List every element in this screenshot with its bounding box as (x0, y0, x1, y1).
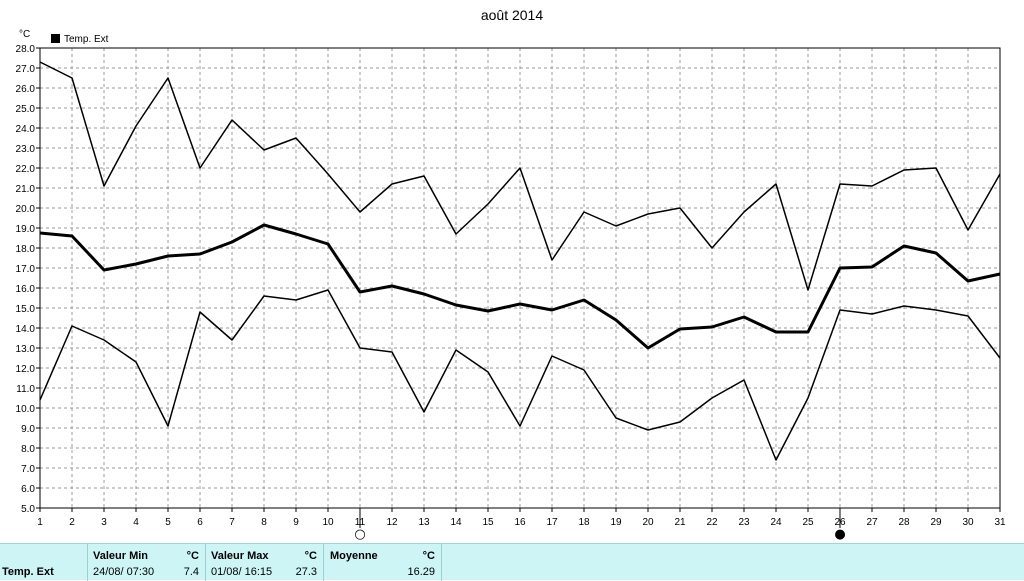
x-tick-label: 3 (101, 517, 107, 528)
y-tick-label: 11.0 (16, 384, 35, 395)
y-tick-label: 24.0 (16, 124, 36, 135)
avg-header: Moyenne (330, 550, 378, 562)
y-tick-label: 9.0 (21, 424, 35, 435)
x-tick-label: 5 (165, 517, 171, 528)
series-line-max (39, 61, 1001, 291)
max-unit: °C (304, 550, 317, 562)
x-tick-label: 7 (229, 517, 235, 528)
x-tick-label: 25 (802, 517, 814, 528)
x-tick-label: 21 (674, 517, 686, 528)
min-header: Valeur Min (93, 550, 149, 562)
x-tick-label: 8 (261, 517, 267, 528)
y-axis-unit: °C (19, 29, 30, 40)
y-tick-label: 6.0 (21, 484, 35, 495)
x-tick-label: 9 (293, 517, 299, 528)
stats-max-cell: Valeur Max °C 01/08/ 16:15 27.3 (206, 544, 324, 581)
moon-phase-icon: ● (834, 527, 845, 542)
stats-min-cell: Valeur Min °C 24/08/ 07:30 7.4 (88, 544, 206, 581)
max-datetime: 01/08/ 16:15 (211, 566, 273, 578)
series-lines (39, 61, 1001, 461)
x-tick-label: 18 (578, 517, 590, 528)
x-tick-label: 16 (514, 517, 526, 528)
temperature-chart: août 2014 °C Temp. Ext 5.0 6.0 7.0 8.0 9.0 10… (16, 7, 1006, 542)
x-tick-label: 10 (322, 517, 334, 528)
y-tick-label: 16.0 (16, 284, 36, 295)
avg-value: 16.29 (407, 566, 435, 578)
y-tick-label: 20.0 (16, 204, 36, 215)
max-value: 27.3 (295, 566, 317, 578)
stats-panel: Temp. Ext Valeur Min °C 24/08/ 07:30 7.4… (0, 543, 1024, 581)
stats-row-label-cell: Temp. Ext (0, 544, 88, 581)
x-tick-label: 17 (546, 517, 558, 528)
x-tick-label: 6 (197, 517, 203, 528)
y-tick-label: 5.0 (21, 504, 35, 515)
min-unit: °C (186, 550, 199, 562)
avg-unit: °C (422, 550, 435, 562)
series-line-moyenne (39, 223, 1001, 350)
y-tick-label: 21.0 (16, 184, 36, 195)
x-tick-label: 12 (386, 517, 398, 528)
x-tick-label: 29 (930, 517, 942, 528)
chart-title: août 2014 (481, 7, 543, 23)
y-tick-label: 26.0 (16, 84, 36, 95)
y-tick-label: 14.0 (16, 324, 36, 335)
series-line-min (39, 289, 1001, 461)
x-tick-label: 2 (69, 517, 75, 528)
axes: 5.0 6.0 7.0 8.0 9.0 10.0 11.0 12.0 13.0 14.0 15.0 1… (16, 44, 1006, 528)
plot-frame (39, 47, 1001, 509)
y-tick-label: 10.0 (16, 404, 36, 415)
stats-row-label: Temp. Ext (2, 566, 54, 578)
y-tick-label: 15.0 (16, 304, 36, 315)
x-tick-label: 13 (418, 517, 430, 528)
x-tick-label: 31 (994, 517, 1006, 528)
stats-avg-cell: Moyenne °C 16.29 (324, 544, 442, 581)
y-tick-label: 13.0 (16, 344, 36, 355)
y-tick-label: 25.0 (16, 104, 36, 115)
grid (40, 47, 1000, 508)
y-tick-label: 28.0 (16, 44, 36, 55)
y-tick-label: 17.0 (16, 264, 36, 275)
y-tick-label: 12.0 (16, 364, 36, 375)
x-tick-label: 1 (37, 517, 43, 528)
x-tick-label: 15 (482, 517, 494, 528)
legend-label: Temp. Ext (64, 34, 109, 45)
min-datetime: 24/08/ 07:30 (93, 566, 155, 578)
moon-markers: ○ ● (354, 508, 846, 542)
x-tick-label: 28 (898, 517, 910, 528)
y-tick-label: 18.0 (16, 244, 36, 255)
y-tick-label: 19.0 (16, 224, 36, 235)
y-tick-label: 27.0 (16, 64, 36, 75)
x-tick-label: 24 (770, 517, 782, 528)
x-tick-label: 30 (962, 517, 974, 528)
moon-phase-icon: ○ (354, 527, 365, 542)
y-tick-label: 23.0 (16, 144, 36, 155)
y-tick-label: 22.0 (16, 164, 36, 175)
y-tick-label: 8.0 (21, 444, 35, 455)
x-tick-label: 20 (642, 517, 654, 528)
x-tick-label: 23 (738, 517, 750, 528)
legend-swatch (51, 34, 60, 43)
x-tick-label: 4 (133, 517, 139, 528)
y-tick-label: 7.0 (21, 464, 35, 475)
x-tick-label: 22 (706, 517, 718, 528)
x-tick-label: 27 (866, 517, 878, 528)
x-tick-label: 19 (610, 517, 622, 528)
max-header: Valeur Max (211, 550, 269, 562)
x-tick-label: 14 (450, 517, 462, 528)
min-value: 7.4 (183, 566, 199, 578)
